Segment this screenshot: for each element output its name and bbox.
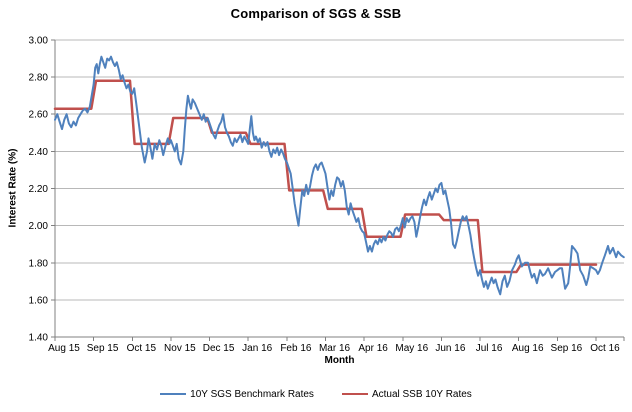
x-axis-title: Month [324,355,355,366]
sgs-series-line [54,55,625,296]
x-tick-label: Aug 15 [48,343,80,354]
x-tick-label: Oct 16 [590,343,620,354]
y-tick-label: 2.40 [29,147,49,158]
x-tick-label: Dec 15 [203,343,235,354]
legend: 10Y SGS Benchmark Rates Actual SSB 10Y Ra… [0,386,632,402]
x-tick-label: Jan 16 [242,343,272,354]
legend-label: 10Y SGS Benchmark Rates [190,388,314,400]
x-tick-label: Apr 16 [358,343,388,354]
chart-title: Comparison of SGS & SSB [230,6,402,21]
x-tick-label: Jun 16 [435,343,465,354]
legend-line-swatch [160,393,187,395]
legend-label: Actual SSB 10Y Rates [371,388,472,400]
x-tick-label: Sep 15 [87,343,119,354]
x-tick-label: Feb 16 [280,343,312,354]
y-tick-label: 2.00 [29,221,49,232]
x-tick-label: May 16 [395,343,428,354]
legend-item-ssb: Actual SSB 10Y Rates [341,388,472,400]
x-tick-label: Nov 15 [164,343,196,354]
y-tick-label: 1.80 [29,258,49,269]
x-tick-label: Mar 16 [319,343,351,354]
y-tick-label: 3.00 [29,36,49,47]
y-tick-label: 2.80 [29,73,49,84]
y-tick-label: 2.20 [29,184,49,195]
legend-line-swatch [341,393,368,395]
ssb-series-line [53,79,598,274]
x-tick-label: Oct 15 [127,343,157,354]
x-tick-label: Jul 16 [476,343,503,354]
x-tick-label: Aug 16 [512,343,544,354]
x-tick-label: Sep 16 [551,343,583,354]
y-tick-label: 1.60 [29,295,49,306]
y-tick-label: 2.60 [29,110,49,121]
legend-item-sgs: 10Y SGS Benchmark Rates [160,389,314,400]
y-tick-label: 1.40 [29,333,49,344]
